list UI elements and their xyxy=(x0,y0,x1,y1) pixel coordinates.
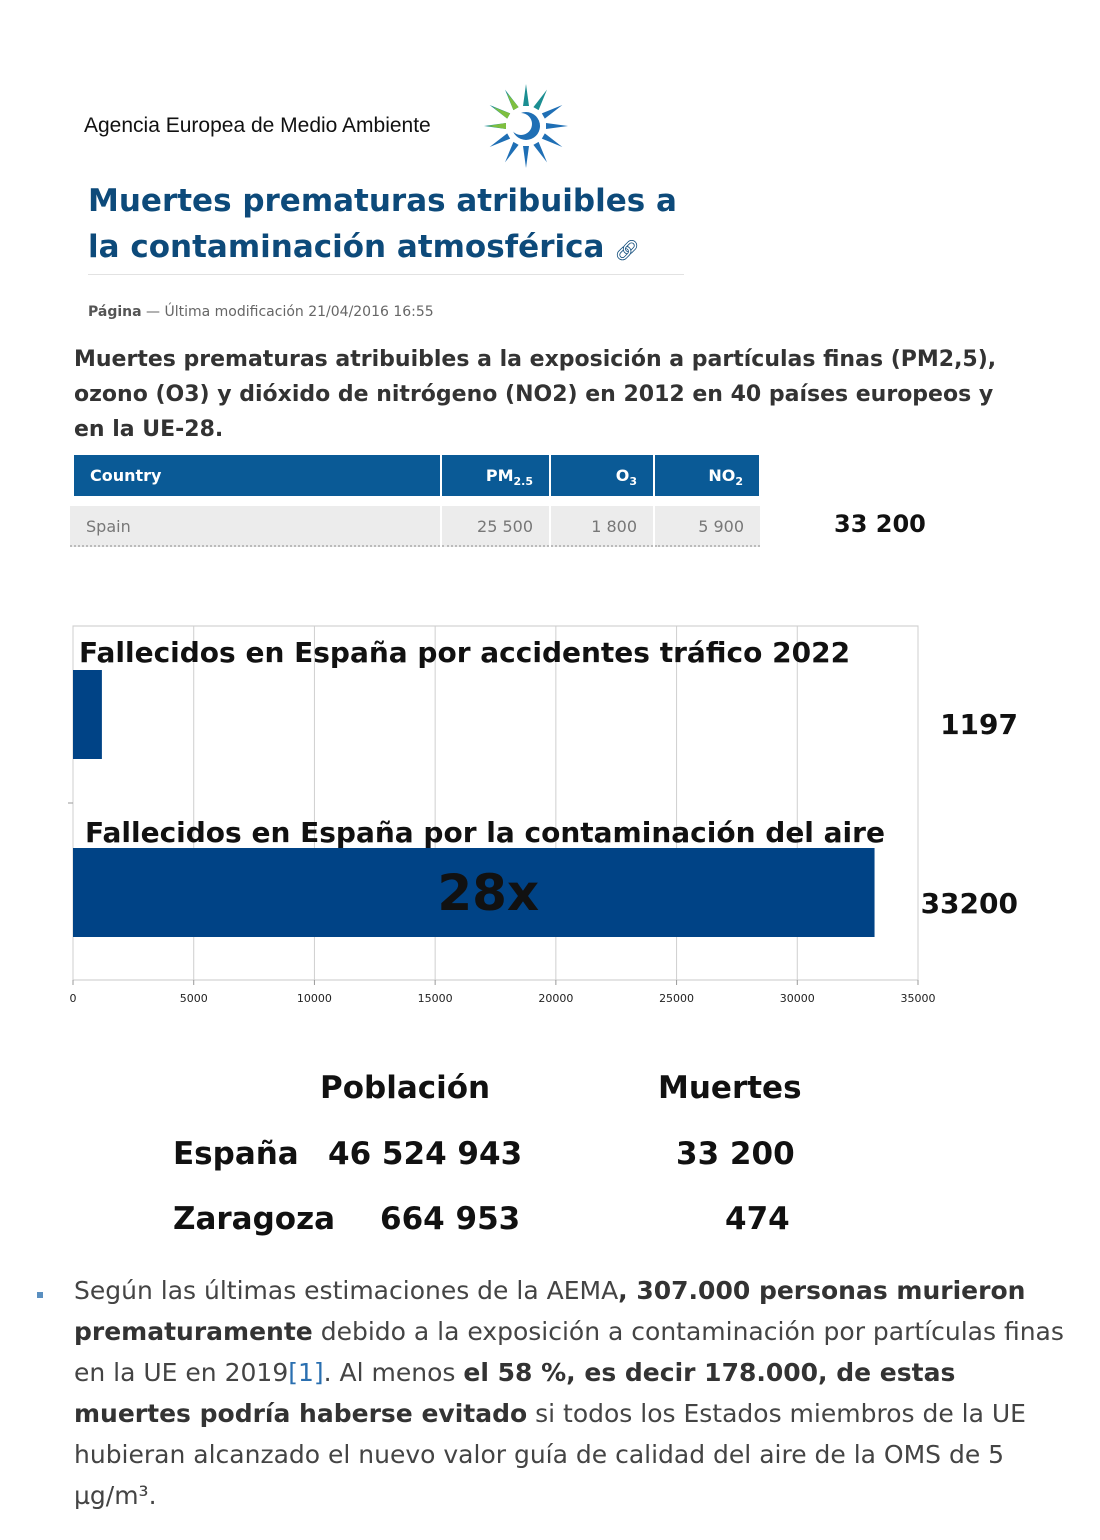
page-title-text: Muertes prematuras atribuibles a la cont… xyxy=(88,183,677,265)
last-modified: Última modificación 21/04/2016 16:55 xyxy=(164,304,434,320)
bar xyxy=(73,848,875,937)
x-tick-label: 15000 xyxy=(418,992,453,1005)
table-cell-pm25: 25 500 xyxy=(442,506,549,547)
bar-annotation: 28x xyxy=(437,864,539,922)
link-icon[interactable]: 🔗︎ xyxy=(614,238,640,262)
x-tick-label: 20000 xyxy=(538,992,573,1005)
stats-header-deaths: Muertes xyxy=(658,1070,802,1106)
bullet-paragraph: Según las últimas estimaciones de la AEM… xyxy=(74,1276,1064,1510)
stats-deaths: 33 200 xyxy=(676,1136,795,1172)
bar-value-label: 33200 xyxy=(921,887,1018,920)
bar-category-label: Fallecidos en España por accidentes tráf… xyxy=(79,636,850,669)
bar xyxy=(73,670,102,759)
table-cell-country: Spain xyxy=(70,506,440,547)
table-caption: Muertes prematuras atribuibles a la expo… xyxy=(74,347,997,442)
x-tick-label: 30000 xyxy=(780,992,815,1005)
bar-chart: 0 5000 10000 15000 20000 25000 30000 35000 Falle… xyxy=(68,625,1018,1005)
stats-header-population: Población xyxy=(320,1070,491,1106)
title-divider xyxy=(88,274,684,275)
page-kind-label: Página xyxy=(88,304,142,320)
bar-category-label: Fallecidos en España por la contaminació… xyxy=(85,816,885,849)
stats-deaths: 474 xyxy=(725,1201,790,1237)
page-meta: Página — Última modificación 21/04/2016 … xyxy=(88,304,434,320)
x-tick-label: 35000 xyxy=(901,992,936,1005)
page-title: Muertes prematuras atribuibles a la cont… xyxy=(88,178,708,273)
table-total: 33 200 xyxy=(834,510,926,538)
x-tick-label: 0 xyxy=(70,992,77,1005)
column-header-pm25: PM2.5 xyxy=(442,455,549,496)
stats-place: España xyxy=(173,1136,299,1172)
table-cell-no2: 5 900 xyxy=(655,506,760,547)
eea-sunflower-logo-icon xyxy=(484,84,568,168)
agency-name: Agencia Europea de Medio Ambiente xyxy=(84,114,431,137)
x-tick-label: 5000 xyxy=(180,992,208,1005)
footnote-link[interactable]: [1] xyxy=(288,1358,324,1387)
column-header-country: Country xyxy=(74,455,440,496)
bar-value-label: 1197 xyxy=(940,708,1018,741)
x-tick-label: 25000 xyxy=(659,992,694,1005)
meta-separator: — xyxy=(146,304,161,320)
bullet-icon xyxy=(37,1292,43,1298)
stats-population: 664 953 xyxy=(380,1201,521,1237)
column-header-no2: NO2 xyxy=(655,455,759,496)
stats-place: Zaragoza xyxy=(173,1201,336,1237)
stats-population: 46 524 943 xyxy=(328,1136,523,1172)
table-cell-o3: 1 800 xyxy=(551,506,653,547)
x-tick-label: 10000 xyxy=(297,992,332,1005)
column-header-o3: O3 xyxy=(551,455,653,496)
